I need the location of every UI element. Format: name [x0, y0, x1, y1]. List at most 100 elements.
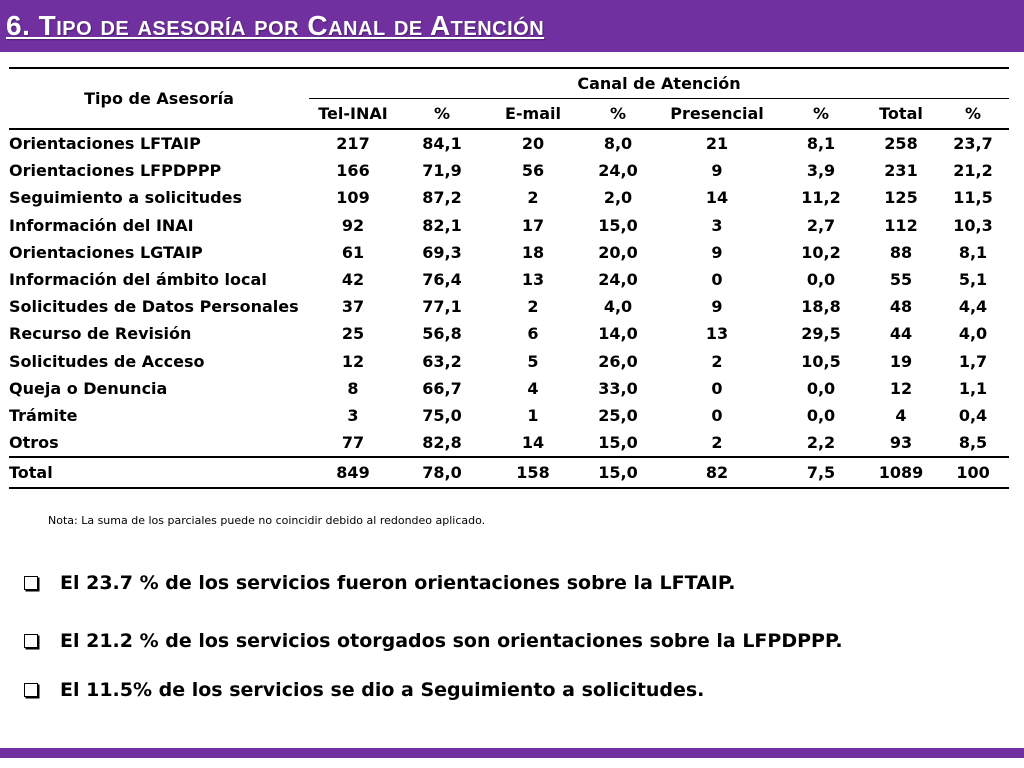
row-cell: 88 — [889, 242, 913, 262]
row-cell: 26,0 — [598, 351, 638, 371]
row-cell: 12 — [341, 351, 365, 371]
row-cell: 9 — [711, 242, 723, 262]
row-cell: 14,0 — [598, 324, 638, 344]
row-label: Trámite — [9, 405, 78, 425]
bullet-text: El 11.5% de los servicios se dio a Segui… — [60, 679, 705, 701]
row-cell: 231 — [884, 161, 918, 181]
row-cell: 2 — [711, 351, 723, 371]
row-label: Información del INAI — [9, 215, 194, 235]
total-cell: 82 — [657, 456, 777, 490]
row-cell: 0,0 — [806, 405, 836, 425]
row-cell: 21,2 — [953, 161, 993, 181]
row-cell: 87,2 — [422, 188, 462, 208]
row-cell: 2 — [527, 297, 539, 317]
header-tipo: Tipo de Asesoría — [9, 67, 309, 130]
subheader-presencial: Presencial — [657, 98, 777, 130]
row-cell: 76,4 — [422, 270, 462, 290]
row-cell: 2,7 — [806, 215, 836, 235]
subheader-pct: % — [777, 98, 865, 130]
row-cell: 24,0 — [598, 161, 638, 181]
row-cell: 2 — [711, 433, 723, 453]
row-cell: 5,1 — [958, 270, 988, 290]
row-cell: 5 — [527, 351, 539, 371]
row-cell: 15,0 — [598, 215, 638, 235]
row-label: Orientaciones LFTAIP — [9, 134, 201, 154]
row-cell: 11,2 — [801, 188, 841, 208]
row-cell: 1,1 — [958, 378, 988, 398]
total-cell: 100 — [937, 456, 1010, 490]
row-cell: 19 — [889, 351, 913, 371]
bullet-item: El 23.7 % de los servicios fueron orient… — [24, 572, 736, 594]
subheader-total: Total — [865, 98, 937, 130]
row-cell: 9 — [711, 297, 723, 317]
row-label: Otros — [9, 433, 59, 453]
row-label: Orientaciones LGTAIP — [9, 242, 203, 262]
row-cell: 13 — [705, 324, 729, 344]
row-cell: 42 — [341, 270, 365, 290]
row-cell: 18,8 — [801, 297, 841, 317]
row-label: Recurso de Revisión — [9, 324, 192, 344]
slide-title: 6. Tipo de asesoría por Canal de Atenció… — [6, 10, 545, 41]
table-row: Orientaciones LFPDPPP 166 71,9 56 24,0 9 3,9 23… — [9, 157, 1009, 184]
row-label: Información del ámbito local — [9, 270, 267, 290]
row-cell: 24,0 — [598, 270, 638, 290]
row-cell: 166 — [336, 161, 370, 181]
row-cell: 20 — [521, 134, 545, 154]
row-cell: 63,2 — [422, 351, 462, 371]
row-cell: 17 — [521, 215, 545, 235]
row-cell: 18 — [521, 242, 545, 262]
total-cell: 15,0 — [579, 456, 657, 490]
row-cell: 8 — [347, 378, 359, 398]
row-cell: 8,1 — [806, 134, 836, 154]
subheader-pct: % — [397, 98, 487, 130]
row-cell: 8,5 — [958, 433, 988, 453]
row-cell: 3,9 — [806, 161, 836, 181]
row-cell: 10,2 — [801, 242, 841, 262]
row-cell: 77,1 — [422, 297, 462, 317]
footnote: Nota: La suma de los parciales puede no … — [48, 514, 486, 527]
checkbox-bullet-icon — [24, 634, 38, 648]
row-label: Solicitudes de Acceso — [9, 351, 205, 371]
row-cell: 15,0 — [598, 433, 638, 453]
title-bar: 6. Tipo de asesoría por Canal de Atenció… — [0, 0, 1024, 52]
subheader-tel: Tel-INAI — [309, 98, 397, 130]
table-row: Orientaciones LFTAIP 217 84,1 20 8,0 21 8,1 258… — [9, 129, 1009, 157]
row-cell: 1 — [527, 405, 539, 425]
row-cell: 217 — [336, 134, 370, 154]
subheader-pct: % — [579, 98, 657, 130]
row-cell: 109 — [336, 188, 370, 208]
row-cell: 3 — [711, 215, 723, 235]
row-cell: 82,8 — [422, 433, 462, 453]
row-cell: 55 — [889, 270, 913, 290]
table-row: Recurso de Revisión 25 56,8 6 14,0 13 29,5 44 4,… — [9, 320, 1009, 347]
row-cell: 61 — [341, 242, 365, 262]
total-cell: 1089 — [865, 456, 937, 490]
row-cell: 4,0 — [958, 324, 988, 344]
row-cell: 93 — [889, 433, 913, 453]
total-cell: 158 — [487, 456, 579, 490]
row-cell: 4 — [527, 378, 539, 398]
total-cell: 7,5 — [777, 456, 865, 490]
bullet-item: El 11.5% de los servicios se dio a Segui… — [24, 679, 704, 701]
row-cell: 6 — [527, 324, 539, 344]
subheader-pct: % — [937, 98, 1010, 130]
row-cell: 92 — [341, 215, 365, 235]
total-cell: 849 — [309, 456, 397, 490]
row-cell: 0,4 — [958, 405, 988, 425]
table-row: Trámite 3 75,0 1 25,0 0 0,0 4 0,4 — [9, 402, 1009, 429]
row-cell: 4,4 — [958, 297, 988, 317]
row-cell: 13 — [521, 270, 545, 290]
table-row: Información del ámbito local 42 76,4 13 24,0… — [9, 266, 1009, 293]
row-label: Seguimiento a solicitudes — [9, 188, 242, 208]
row-cell: 3 — [347, 405, 359, 425]
row-cell: 9 — [711, 161, 723, 181]
row-cell: 11,5 — [953, 188, 993, 208]
row-cell: 0,0 — [806, 270, 836, 290]
row-label: Orientaciones LFPDPPP — [9, 161, 222, 181]
row-cell: 37 — [341, 297, 365, 317]
row-cell: 0 — [711, 270, 723, 290]
row-cell: 125 — [884, 188, 918, 208]
row-cell: 25 — [341, 324, 365, 344]
row-cell: 4,0 — [603, 297, 633, 317]
row-cell: 8,0 — [603, 134, 633, 154]
